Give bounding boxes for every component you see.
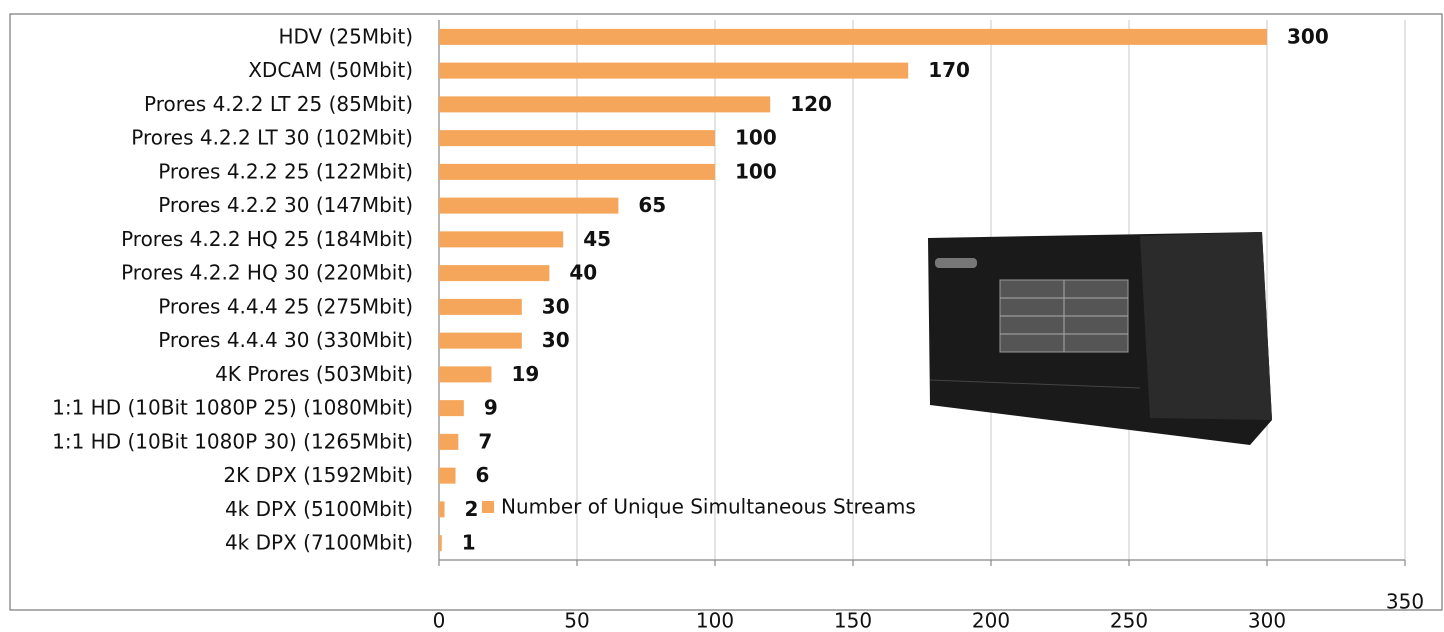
bar (439, 163, 715, 180)
y-tick-label: Prores 4.2.2 HQ 30 (220Mbit) (121, 261, 413, 285)
x-tick-label: 350 (1386, 590, 1424, 614)
value-label: 100 (735, 126, 777, 150)
value-label: 2 (465, 497, 479, 521)
bar (439, 332, 522, 349)
server-edge (929, 379, 1141, 389)
legend-label: Number of Unique Simultaneous Streams (501, 495, 916, 519)
x-tick-label: 150 (834, 609, 872, 632)
value-label: 30 (542, 328, 570, 352)
x-tick-label: 200 (972, 609, 1010, 632)
bar (439, 535, 442, 552)
plot: 0 50 100 150 200 250 300 350 HDV (25Mbit) XDCAM (… (52, 24, 1424, 632)
bar (439, 197, 619, 214)
product-image (928, 232, 1272, 445)
x-tick-label: 250 (1110, 609, 1148, 632)
value-label: 30 (542, 294, 570, 318)
bar (439, 400, 464, 417)
value-label: 65 (638, 193, 666, 217)
value-label: 45 (583, 227, 611, 251)
bar (439, 467, 456, 484)
bar (439, 62, 909, 79)
bar (439, 96, 771, 113)
y-tick-label: 1:1 HD (10Bit 1080P 30) (1265Mbit) (52, 429, 413, 453)
x-tick-label: 0 (433, 609, 446, 632)
bar (439, 501, 445, 518)
bar (439, 265, 550, 282)
y-tick-label: 2K DPX (1592Mbit) (223, 463, 413, 487)
value-label: 9 (484, 396, 498, 420)
value-label: 170 (928, 58, 970, 82)
y-tick-label: HDV (25Mbit) (278, 24, 413, 48)
value-label: 1 (462, 531, 476, 555)
value-label: 100 (735, 159, 777, 183)
bar (439, 231, 564, 248)
server-side (1140, 232, 1272, 420)
server-badge (935, 258, 977, 268)
value-label: 19 (511, 362, 539, 386)
y-tick-label: 4k DPX (5100Mbit) (225, 497, 413, 521)
y-tick-label: Prores 4.2.2 30 (147Mbit) (158, 193, 413, 217)
value-label: 6 (476, 463, 490, 487)
chart-border (9, 13, 1443, 611)
value-label: 40 (569, 261, 597, 285)
bar (439, 366, 492, 383)
x-tick-label: 50 (564, 609, 589, 632)
x-tick-label: 300 (1248, 609, 1286, 632)
y-tick-label: Prores 4.2.2 LT 25 (85Mbit) (144, 92, 413, 116)
y-tick-label: Prores 4.2.2 25 (122Mbit) (158, 159, 413, 183)
value-label: 7 (478, 429, 492, 453)
x-tick-label: 100 (696, 609, 734, 632)
bar (439, 130, 715, 147)
y-tick-label: Prores 4.2.2 HQ 25 (184Mbit) (121, 227, 413, 251)
y-tick-label: Prores 4.4.4 30 (330Mbit) (158, 328, 413, 352)
bar (439, 28, 1267, 45)
y-tick-label: 1:1 HD (10Bit 1080P 25) (1080Mbit) (52, 396, 413, 420)
y-tick-label: Prores 4.4.4 25 (275Mbit) (158, 294, 413, 318)
y-tick-label: XDCAM (50Mbit) (248, 58, 413, 82)
legend-swatch (482, 501, 494, 513)
bar (439, 298, 522, 315)
value-label: 120 (790, 92, 832, 116)
y-tick-label: 4k DPX (7100Mbit) (225, 531, 413, 555)
value-label: 300 (1287, 24, 1329, 48)
bar (439, 433, 459, 450)
y-tick-label: Prores 4.2.2 LT 30 (102Mbit) (131, 126, 413, 150)
y-tick-label: 4K Prores (503Mbit) (215, 362, 413, 386)
